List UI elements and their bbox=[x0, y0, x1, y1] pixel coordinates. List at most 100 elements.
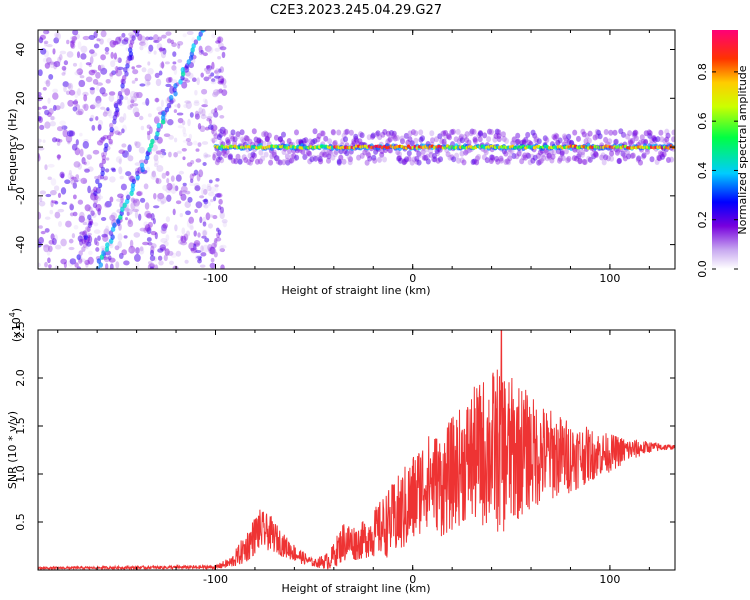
noise-cell bbox=[139, 116, 144, 120]
noise-cell bbox=[214, 76, 220, 79]
noise-cell bbox=[77, 88, 81, 96]
noise-cell bbox=[195, 255, 200, 260]
noise-cell bbox=[139, 83, 145, 86]
noise-cell bbox=[161, 50, 166, 58]
noise-cell bbox=[201, 188, 204, 196]
noise-cell bbox=[74, 71, 81, 76]
noise-cell bbox=[112, 168, 116, 172]
noise-cell bbox=[155, 73, 160, 78]
noise-cell bbox=[45, 217, 51, 220]
spectrogram-panel: -100 0 100 -40-2002040 Height of straight … bbox=[6, 27, 749, 297]
noise-cell bbox=[80, 53, 86, 60]
noise-cell bbox=[69, 170, 72, 176]
band-halo-cell bbox=[473, 138, 478, 144]
x-tick-label: -100 bbox=[203, 573, 228, 586]
noise-cell bbox=[38, 237, 44, 244]
noise-cell bbox=[140, 228, 146, 232]
band-halo-cell bbox=[216, 151, 221, 157]
colorbar-tick-label: 0.6 bbox=[696, 112, 709, 130]
noise-cell bbox=[136, 93, 141, 98]
snr-scale-label: (x104) bbox=[8, 308, 23, 342]
band-halo-cell bbox=[640, 134, 645, 140]
noise-cell bbox=[83, 94, 87, 101]
x-tick-label: 100 bbox=[599, 573, 620, 586]
noise-cell bbox=[132, 103, 138, 106]
noise-cell bbox=[162, 185, 168, 191]
noise-cell bbox=[118, 149, 125, 154]
noise-cell bbox=[125, 217, 128, 220]
noise-cell bbox=[148, 45, 153, 52]
noise-cell bbox=[199, 50, 205, 55]
noise-cell bbox=[101, 217, 106, 221]
band-halo-cell bbox=[527, 140, 532, 146]
trace-cell bbox=[105, 242, 109, 248]
noise-cell bbox=[174, 104, 180, 107]
noise-cell bbox=[46, 44, 52, 47]
noise-cell bbox=[83, 141, 89, 149]
noise-cell bbox=[130, 240, 133, 248]
trace-cell bbox=[83, 230, 87, 236]
noise-cell bbox=[90, 87, 95, 90]
noise-cell bbox=[154, 50, 157, 54]
band-halo-cell bbox=[551, 154, 556, 160]
spectrogram-heatmap bbox=[35, 27, 676, 272]
noise-cell bbox=[44, 262, 48, 268]
trace-cell bbox=[88, 207, 92, 213]
noise-cell bbox=[118, 233, 123, 241]
band-halo-cell bbox=[240, 129, 245, 135]
noise-cell bbox=[123, 260, 130, 265]
noise-cell bbox=[90, 115, 94, 121]
noise-cell bbox=[145, 74, 152, 82]
noise-cell bbox=[187, 197, 192, 203]
noise-cell bbox=[36, 212, 41, 220]
noise-cell bbox=[166, 234, 170, 241]
band-halo-cell bbox=[486, 136, 491, 142]
spectrogram-y-label: Frequency (Hz) bbox=[6, 109, 19, 192]
noise-cell bbox=[160, 201, 164, 205]
noise-cell bbox=[200, 245, 203, 252]
noise-cell bbox=[37, 154, 41, 162]
noise-cell bbox=[148, 36, 153, 40]
noise-cell bbox=[135, 78, 138, 81]
noise-cell bbox=[208, 214, 214, 217]
noise-cell bbox=[208, 124, 214, 130]
colorbar-tick-label: 0.2 bbox=[696, 211, 709, 229]
noise-cell bbox=[181, 186, 188, 193]
noise-cell bbox=[188, 73, 193, 79]
noise-cell bbox=[98, 124, 102, 131]
noise-cell bbox=[118, 167, 122, 175]
x-tick-label: -100 bbox=[203, 272, 228, 285]
noise-cell bbox=[55, 212, 61, 219]
noise-cell bbox=[204, 198, 209, 204]
noise-cell bbox=[198, 123, 201, 130]
noise-cell bbox=[127, 153, 131, 160]
noise-cell bbox=[110, 52, 113, 59]
band-halo-cell bbox=[613, 130, 618, 136]
noise-cell bbox=[180, 213, 183, 217]
noise-cell bbox=[40, 190, 46, 194]
noise-cell bbox=[133, 107, 140, 115]
noise-cell bbox=[80, 75, 85, 78]
noise-cell bbox=[102, 235, 108, 242]
noise-cell bbox=[47, 98, 50, 104]
noise-cell bbox=[124, 37, 129, 41]
band-halo-cell bbox=[594, 152, 599, 158]
noise-cell bbox=[214, 240, 218, 247]
trace-cell bbox=[135, 171, 139, 177]
noise-cell bbox=[145, 202, 150, 210]
band-halo-cell bbox=[345, 129, 350, 135]
noise-cell bbox=[166, 195, 171, 202]
band-halo-cell bbox=[321, 131, 326, 137]
noise-cell bbox=[93, 222, 98, 226]
noise-cell bbox=[96, 86, 99, 91]
band-halo-cell bbox=[604, 129, 609, 135]
noise-cell bbox=[172, 61, 176, 64]
noise-cell bbox=[140, 36, 146, 44]
band-halo-cell bbox=[566, 134, 571, 140]
noise-cell bbox=[167, 119, 174, 125]
noise-cell bbox=[59, 120, 66, 125]
noise-cell bbox=[147, 133, 150, 141]
noise-cell bbox=[72, 144, 78, 151]
noise-cell bbox=[158, 260, 163, 265]
band-halo-cell bbox=[645, 149, 650, 155]
